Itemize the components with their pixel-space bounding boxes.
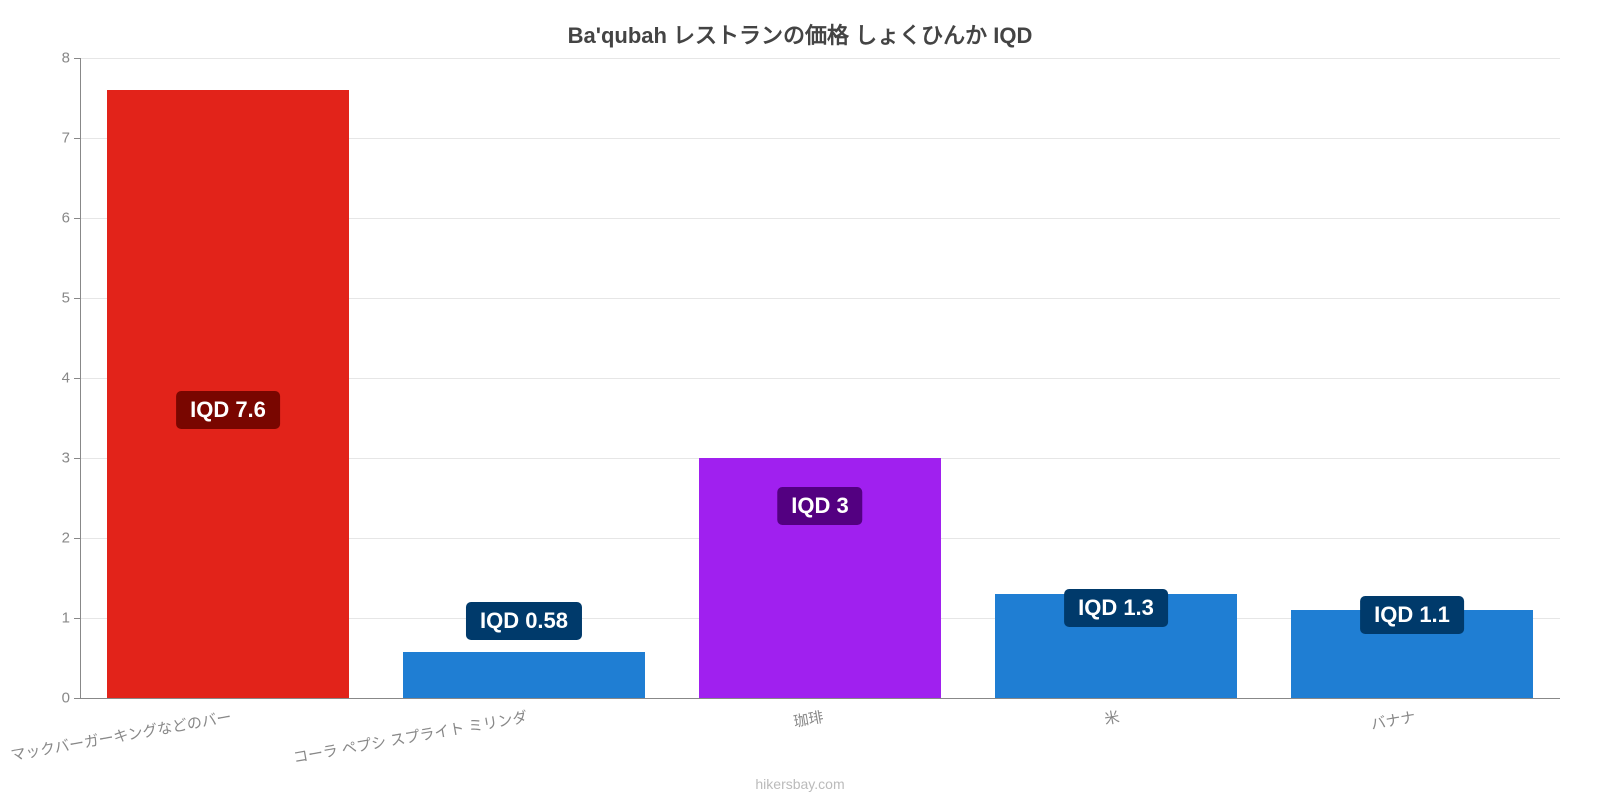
x-tick-label: バナナ [1368,698,1417,734]
x-tick-label: 珈琲 [790,698,825,732]
grid-line [80,58,1560,59]
x-tick-label: コーラ ペプシ スプライト ミリンダ [290,698,529,768]
bar-value-label: IQD 7.6 [176,391,280,429]
y-tick-label: 8 [62,50,80,67]
y-tick-label: 6 [62,210,80,227]
attribution-text: hikersbay.com [0,776,1600,792]
price-bar-chart: Ba'qubah レストランの価格 しょくひんか IQD 012345678IQ… [0,0,1600,800]
y-tick-label: 4 [62,370,80,387]
x-tick-label: マックバーガーキングなどのバー [8,698,233,765]
y-tick-label: 3 [62,450,80,467]
y-tick-label: 7 [62,130,80,147]
bar-value-label: IQD 3 [777,487,862,525]
y-tick-label: 0 [62,690,80,707]
bar-value-label: IQD 0.58 [466,602,582,640]
bar-value-label: IQD 1.3 [1064,589,1168,627]
chart-title: Ba'qubah レストランの価格 しょくひんか IQD [0,18,1600,50]
bar-value-label: IQD 1.1 [1360,596,1464,634]
y-tick-label: 2 [62,530,80,547]
y-axis [80,58,81,698]
plot-area: 012345678IQD 7.6マックバーガーキングなどのバーIQD 0.58コ… [80,58,1560,698]
bar [403,652,646,698]
x-tick-label: 米 [1101,698,1121,729]
y-tick-label: 5 [62,290,80,307]
y-tick-label: 1 [62,610,80,627]
